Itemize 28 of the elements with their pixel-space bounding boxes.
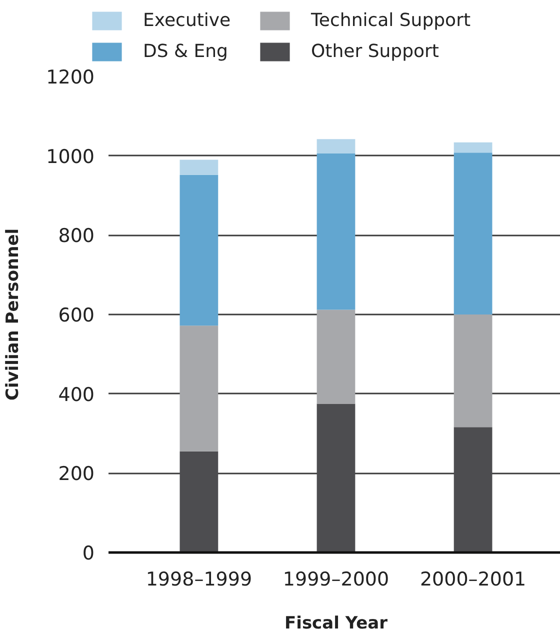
legend-label: DS & Eng [143,41,229,62]
x-tick-label: 1999–2000 [282,568,390,590]
x-axis-title: Fiscal Year [284,614,388,634]
bar [316,310,356,404]
bar [180,326,218,452]
bar [316,139,356,154]
y-tick-label: 800 [58,225,94,248]
bar [180,174,218,326]
y-tick-label: 200 [58,463,94,486]
bar [454,152,492,314]
y-axis-title: Civilian Personnel [3,228,24,401]
y-tick-label: 1000 [46,146,95,168]
y-tick-label: 0 [82,542,95,564]
bar [180,451,218,552]
legend-label: Executive [143,10,232,31]
y-tick-label: 400 [58,384,94,406]
bar [316,153,356,310]
bar [454,142,492,153]
legend-label: Technical Support [311,10,471,31]
y-tick-label: 1200 [46,66,95,88]
y-tick-label: 600 [58,304,94,326]
bar [316,404,356,552]
x-tick-label: 1998–1999 [146,568,252,590]
legend-label: Other Support [311,41,439,62]
bar [454,314,492,428]
x-tick-label: 2000–2001 [420,568,526,590]
bar [180,160,218,175]
bar [454,427,492,552]
